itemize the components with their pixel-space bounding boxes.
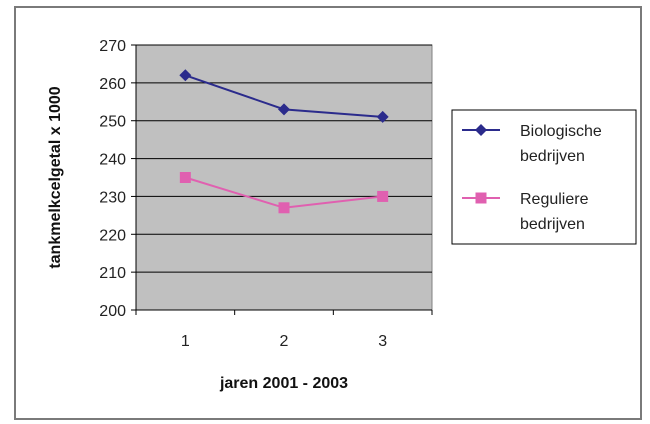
data-point bbox=[278, 202, 290, 214]
legend-label: bedrijven bbox=[520, 148, 585, 165]
legend: Biologische bedrijven Reguliere bedrijven bbox=[451, 109, 637, 245]
y-tick-label: 210 bbox=[99, 265, 126, 282]
series-layer bbox=[179, 69, 389, 214]
x-tick-label: 3 bbox=[378, 333, 387, 350]
x-axis-ticks: 1 2 3 bbox=[135, 309, 433, 350]
series-2 bbox=[179, 172, 389, 214]
data-point bbox=[179, 69, 192, 82]
y-tick-label: 200 bbox=[99, 303, 126, 320]
data-point bbox=[278, 103, 290, 116]
data-point bbox=[377, 190, 389, 202]
y-tick-label: 230 bbox=[99, 189, 126, 206]
series-1 bbox=[179, 69, 389, 123]
legend-swatch-marker bbox=[475, 192, 487, 204]
legend-label: Reguliere bbox=[520, 191, 589, 208]
x-tick-label: 1 bbox=[181, 333, 190, 350]
x-tick-label: 2 bbox=[280, 333, 289, 350]
data-point bbox=[179, 172, 191, 183]
y-tick-label: 250 bbox=[99, 114, 126, 131]
y-axis-ticks: 200 210 220 230 240 250 260 270 bbox=[99, 38, 137, 320]
legend-label: Biologische bbox=[520, 123, 602, 140]
legend-item: Reguliere bedrijven bbox=[462, 191, 589, 233]
y-axis-title: tankmelkcelgetal x 1000 bbox=[47, 86, 64, 268]
y-tick-label: 270 bbox=[99, 38, 126, 55]
data-point bbox=[376, 110, 389, 123]
x-axis-title: jaren 2001 - 2003 bbox=[219, 375, 348, 392]
legend-label: bedrijven bbox=[520, 216, 585, 233]
y-tick-label: 260 bbox=[99, 76, 126, 93]
y-tick-label: 220 bbox=[99, 227, 126, 244]
legend-swatch-marker bbox=[475, 124, 487, 136]
y-tick-label: 240 bbox=[99, 152, 126, 169]
legend-item: Biologische bedrijven bbox=[462, 123, 602, 165]
